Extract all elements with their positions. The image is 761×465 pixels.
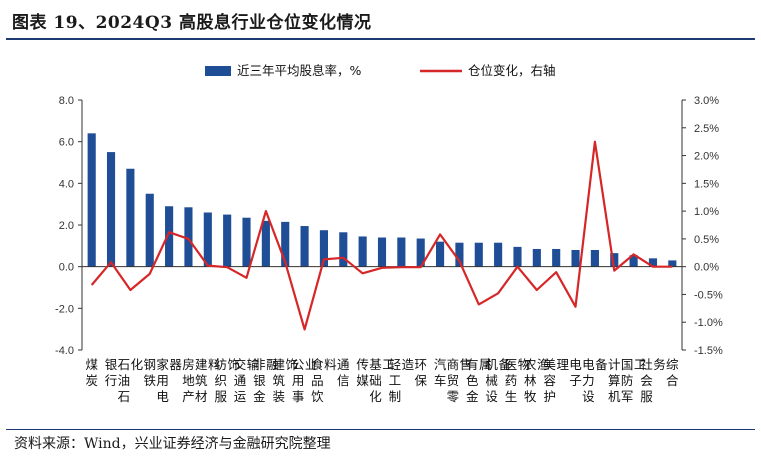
category-label: 轻工制造	[389, 357, 415, 404]
left-tick-label: 8.0	[59, 95, 74, 107]
right-tick-label: 3.0%	[694, 95, 719, 107]
bar	[319, 230, 328, 267]
right-tick-label: 1.5%	[694, 178, 719, 190]
category-label: 基础化工	[369, 357, 395, 404]
bar	[106, 152, 116, 267]
left-tick-label: 0.0	[59, 262, 74, 274]
left-tick-label: -4.0	[55, 345, 74, 357]
line-series	[90, 140, 673, 331]
bar	[165, 206, 174, 267]
right-tick-label: 2.0%	[694, 151, 719, 163]
category-label: 房地产	[182, 357, 195, 404]
category-label: 社会服务	[640, 357, 666, 404]
bar	[377, 237, 387, 267]
category-label: 综合	[666, 357, 679, 388]
category-label: 通信	[337, 357, 350, 388]
bar	[513, 246, 522, 267]
left-axis: -4.0 -2.0 0.0 2.0 4.0 6.0 8.0	[55, 95, 83, 357]
category-label: 建筑材料	[195, 357, 221, 404]
category-label: 非银金融	[253, 357, 279, 404]
bar	[571, 250, 580, 267]
category-label: 电子	[569, 357, 582, 388]
source-note: 资料来源：Wind，兴业证券经济与金融研究院整理	[14, 436, 331, 452]
right-tick-label: 0.5%	[694, 234, 719, 246]
category-label: 家用电器	[156, 357, 182, 404]
bar	[184, 207, 193, 267]
legend-swatch-bar	[205, 66, 231, 76]
bar	[223, 214, 232, 267]
category-label: 传媒	[356, 357, 369, 388]
left-tick-label: -2.0	[55, 303, 74, 315]
bar	[242, 217, 251, 267]
bar	[648, 258, 658, 267]
legend-label-line: 仓位变化，右轴	[468, 63, 556, 78]
category-label: 医药生物	[505, 357, 531, 404]
category-label: 农林牧渔	[524, 357, 550, 404]
right-tick-label: 1.0%	[694, 206, 719, 218]
line-path	[90, 140, 673, 331]
bar	[532, 248, 541, 267]
category-label: 国防军工	[621, 357, 647, 404]
bar	[552, 248, 561, 267]
category-label: 建筑装饰	[272, 357, 298, 404]
bar	[300, 226, 309, 267]
bar	[87, 133, 96, 267]
category-label: 环保	[414, 357, 427, 388]
category-label: 美容护理	[543, 357, 569, 404]
chart-title: 图表 19、2024Q3 高股息行业仓位变化情况	[12, 13, 372, 33]
bar-series	[87, 133, 677, 267]
category-label: 商贸零售	[447, 357, 473, 404]
bar	[668, 260, 677, 267]
category-label: 有色金属	[466, 357, 492, 404]
right-tick-label: 0.0%	[694, 262, 719, 274]
left-tick-label: 2.0	[59, 220, 74, 232]
left-tick-label: 6.0	[59, 137, 74, 149]
right-tick-label: -0.5%	[694, 289, 723, 301]
right-tick-label: 2.5%	[694, 123, 719, 135]
bar	[436, 241, 445, 267]
category-label: 计算机	[608, 357, 621, 404]
bar	[474, 242, 483, 267]
left-tick-label: 4.0	[59, 178, 74, 190]
category-label: 公用事业	[292, 357, 318, 404]
legend-label-bar: 近三年平均股息率，%	[237, 63, 362, 78]
right-tick-label: -1.0%	[694, 317, 723, 329]
bar	[126, 168, 135, 267]
bar	[494, 242, 503, 267]
category-label: 电力设备	[582, 357, 608, 404]
source-rule	[6, 429, 755, 430]
bar	[397, 237, 406, 267]
category-label: 钢铁	[143, 357, 156, 388]
title-rule	[6, 38, 755, 40]
category-label: 汽车	[434, 357, 447, 388]
bar	[610, 253, 619, 267]
bar	[145, 193, 154, 267]
bar	[261, 220, 270, 267]
category-label: 银行	[105, 357, 118, 388]
category-label: 煤炭	[85, 357, 98, 388]
bar	[416, 238, 425, 267]
bar	[339, 232, 348, 267]
right-tick-label: -1.5%	[694, 345, 723, 357]
bar	[281, 221, 290, 267]
category-label: 石油石化	[118, 357, 144, 404]
bar	[629, 255, 638, 267]
legend: 近三年平均股息率，% 仓位变化，右轴	[205, 63, 556, 78]
bar	[203, 212, 212, 267]
right-axis: -1.5% -1.0% -0.5% 0.0% 0.5% 1.0% 1.5% 2.0% 2.5% 3…	[681, 95, 723, 357]
category-label: 机械设备	[485, 357, 511, 404]
bar	[358, 236, 367, 267]
category-label: 交通运输	[234, 357, 260, 404]
bar	[590, 250, 599, 267]
category-label: 纺织服饰	[214, 357, 240, 404]
bar	[455, 242, 464, 267]
category-label: 食品饮料	[311, 357, 337, 404]
